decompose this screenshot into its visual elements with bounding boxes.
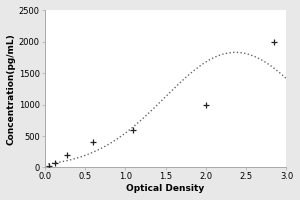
- Y-axis label: Concentration(pg/mL): Concentration(pg/mL): [7, 33, 16, 145]
- X-axis label: Optical Density: Optical Density: [126, 184, 205, 193]
